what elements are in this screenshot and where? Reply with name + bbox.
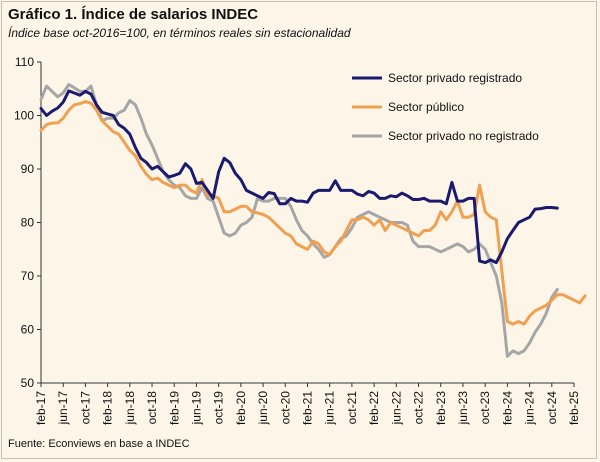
legend-label-2: Sector privado no registrado [388, 129, 539, 143]
x-tick-label: feb-19 [167, 391, 181, 425]
x-tick-label: oct-20 [278, 391, 292, 425]
legend-label-0: Sector privado registrado [388, 71, 522, 85]
chart-title: Gráfico 1. Índice de salarios INDEC [8, 6, 259, 23]
x-tick-label: oct-24 [545, 391, 559, 425]
x-tick-label: jun-21 [323, 391, 337, 426]
x-tick-label: jun-18 [123, 391, 137, 426]
y-tick-label: 60 [21, 323, 35, 337]
x-tick-label: feb-20 [234, 391, 248, 425]
x-tick-label: oct-22 [412, 391, 426, 425]
chart-axes: 50 60 70 80 90 100 110 feb-17 jun-17 oct-17 feb-18… [14, 55, 581, 425]
x-tick-label: jun-17 [56, 391, 70, 426]
x-tick-label: feb-21 [301, 391, 315, 425]
y-tick-label: 110 [15, 55, 34, 69]
y-tick-label: 70 [21, 269, 35, 283]
y-tick-label: 50 [21, 376, 35, 390]
series-line-0 [39, 89, 559, 265]
chart-legend: Sector privado registrado Sector público S… [352, 71, 539, 143]
x-tick-label: feb-17 [34, 391, 48, 425]
x-tick-label: oct-18 [145, 391, 159, 425]
chart-subtitle: Índice base oct-2016=100, en términos re… [8, 26, 351, 40]
x-tick-label: jun-20 [256, 391, 270, 426]
x-tick-label: jun-24 [523, 391, 537, 426]
chart-source: Fuente: Econviews en base a INDEC [8, 438, 190, 450]
x-tick-label: feb-18 [101, 391, 115, 425]
x-tick-label: jun-22 [389, 391, 403, 426]
legend-label-1: Sector público [388, 100, 464, 114]
series-line-2 [39, 83, 559, 358]
x-tick-label: oct-19 [212, 391, 226, 425]
x-tick-label: oct-21 [345, 391, 359, 425]
y-tick-label: 80 [21, 216, 35, 230]
x-tick-label: jun-23 [456, 391, 470, 426]
x-tick-label: jun-19 [189, 391, 203, 426]
y-tick-label: 90 [21, 162, 35, 176]
x-tick-label: oct-23 [478, 391, 492, 425]
chart-lines [39, 83, 587, 358]
x-tick-label: feb-23 [434, 391, 448, 425]
x-tick-label: feb-25 [567, 391, 581, 425]
x-tick-label: oct-17 [78, 391, 92, 425]
x-tick-label: feb-24 [500, 391, 514, 425]
x-tick-label: feb-22 [367, 391, 381, 425]
series-line-1 [39, 100, 587, 326]
y-tick-label: 100 [14, 109, 34, 123]
